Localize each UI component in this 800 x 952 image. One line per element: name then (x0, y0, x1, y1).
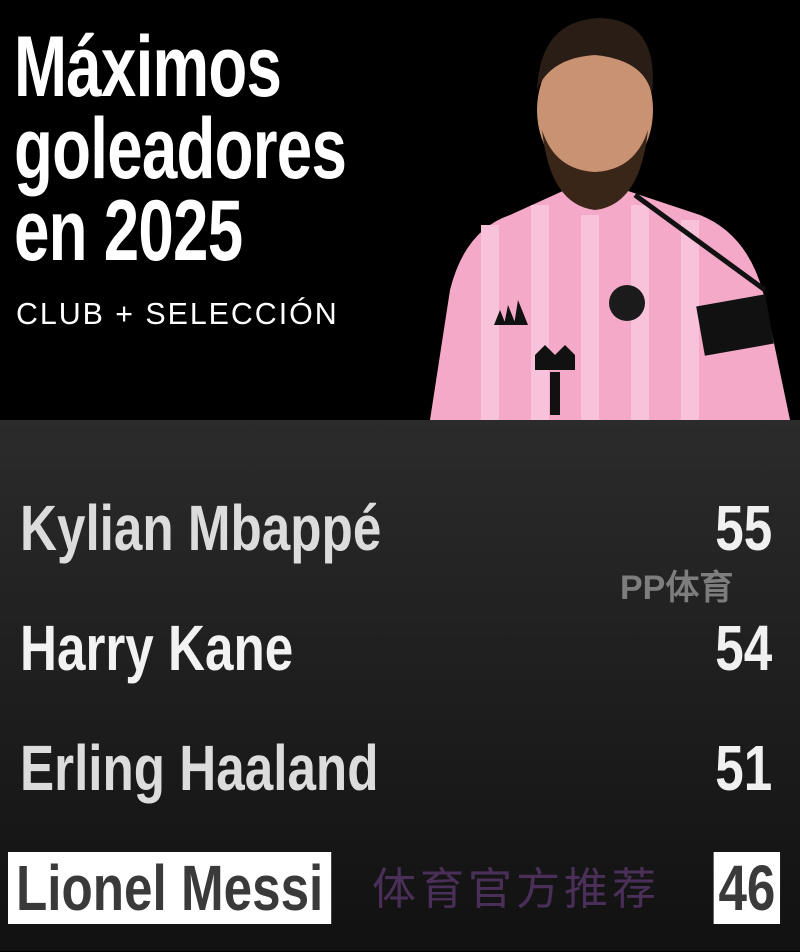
subtitle: CLUB + SELECCIÓN (16, 296, 339, 331)
player-name: Lionel Messi (8, 852, 332, 924)
watermark-logo: PP体育 (620, 569, 734, 607)
player-goals: 54 (715, 612, 772, 684)
player-goals: 46 (713, 852, 780, 924)
player-name: Harry Kane (20, 612, 294, 684)
ranking-row-highlighted: Lionel Messi 46 (0, 852, 800, 952)
player-name: Erling Haaland (20, 732, 379, 804)
ranking-row: Harry Kane 54 (0, 612, 800, 712)
player-goals: 51 (715, 732, 772, 804)
player-goals: 55 (715, 492, 772, 564)
header-section: Máximos goleadores en 2025 CLUB + SELECC… (0, 0, 800, 420)
player-photo (430, 18, 790, 420)
watermark-text: 体育官方推荐 (372, 864, 660, 915)
page-title: Máximos goleadores en 2025 (14, 19, 347, 279)
title-line-1: Máximos (14, 19, 282, 115)
ranking-row: Kylian Mbappé 55 (0, 492, 800, 592)
player-name: Kylian Mbappé (20, 492, 382, 564)
title-line-3: en 2025 (14, 183, 243, 279)
ranking-row: Erling Haaland 51 (0, 732, 800, 832)
title-line-2: goleadores (14, 101, 347, 197)
